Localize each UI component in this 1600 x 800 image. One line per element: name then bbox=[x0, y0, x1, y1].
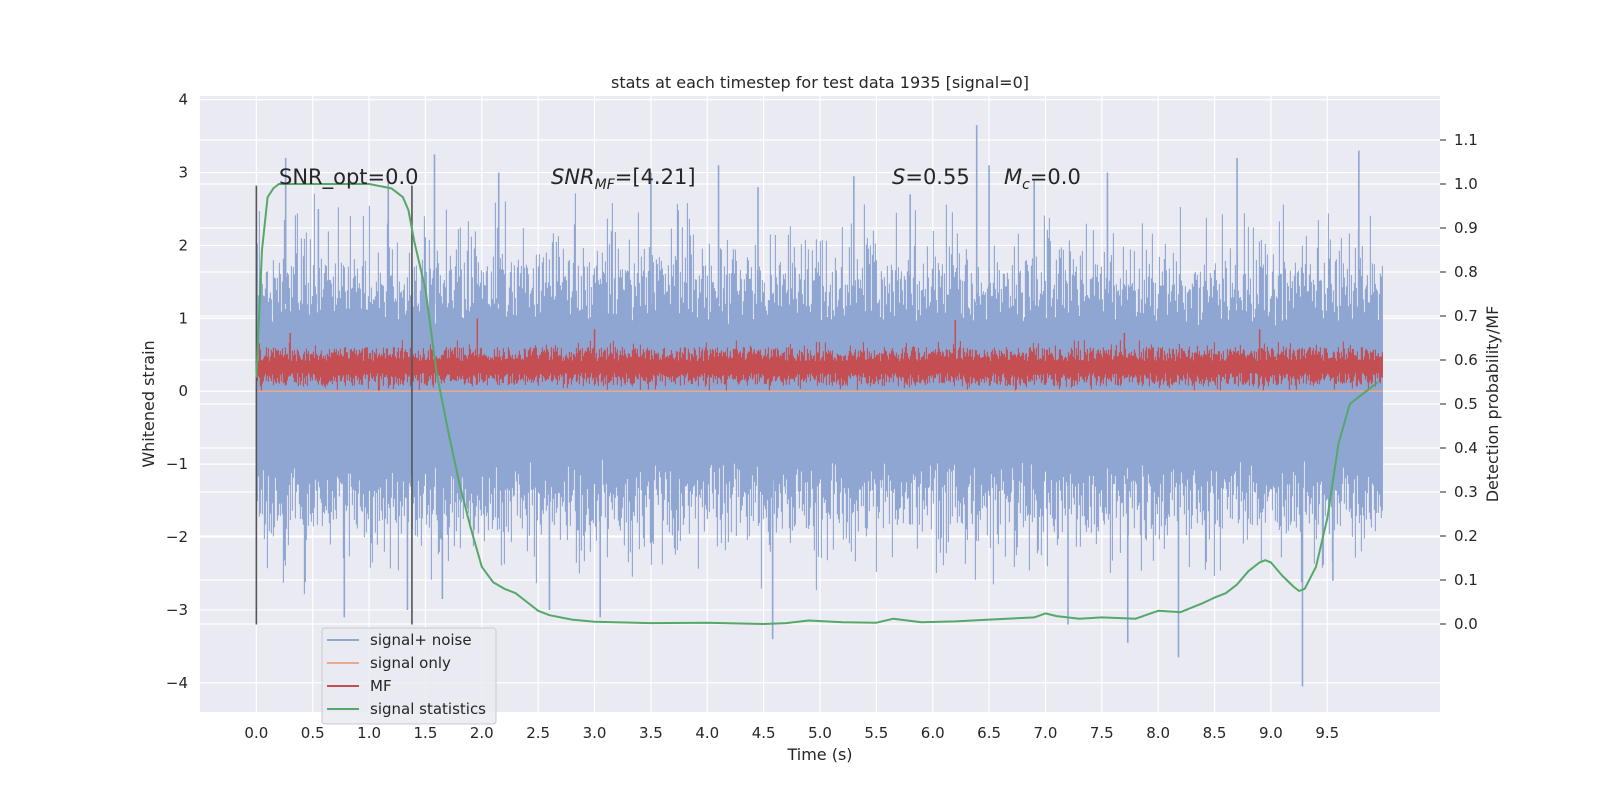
x-tick-label: 9.5 bbox=[1315, 724, 1339, 742]
y-right-tick-label: 0.0 bbox=[1454, 615, 1478, 633]
series-signal-noise bbox=[255, 125, 1383, 687]
y-left-tick-label: −1 bbox=[166, 455, 188, 473]
annotation-mc-value: =0.0 bbox=[1030, 165, 1081, 189]
x-tick-label: 7.0 bbox=[1034, 724, 1058, 742]
x-tick-label: 0.0 bbox=[244, 724, 268, 742]
legend: signal+ noise signal only MF signal stat… bbox=[321, 627, 497, 725]
y-right-tick-label: 0.2 bbox=[1454, 527, 1478, 545]
annotation-snr-opt: SNR_opt=0.0 bbox=[279, 165, 419, 190]
y-right-tick-label: 0.3 bbox=[1454, 483, 1478, 501]
y-right-tick-label: 1.1 bbox=[1454, 131, 1478, 149]
y-left-tick-label: −3 bbox=[166, 601, 188, 619]
annotation-mc: Mc=0.0 bbox=[1004, 165, 1081, 193]
annotation-snr-mf-symbol: SNR bbox=[551, 165, 595, 189]
x-tick-label: 5.5 bbox=[864, 724, 888, 742]
x-tick-label: 1.5 bbox=[414, 724, 438, 742]
y-left-tick-label: 2 bbox=[178, 236, 188, 254]
y-axis-right-label: Detection probability/MF bbox=[1483, 306, 1502, 503]
y-right-tick-label: 0.9 bbox=[1454, 219, 1478, 237]
tick-labels: 0.0 0.5 1.0 1.5 2.0 2.5 3.0 3.5 4.0 4.5 5.0 5.5 6.0 6… bbox=[166, 91, 1478, 742]
legend-label-signal-statistics: signal statistics bbox=[370, 700, 486, 718]
annotation-mc-subscript: c bbox=[1022, 177, 1030, 193]
annotation-s-value: =0.55 bbox=[905, 165, 969, 189]
x-tick-label: 3.5 bbox=[639, 724, 663, 742]
x-tick-label: 2.0 bbox=[470, 724, 494, 742]
x-tick-label: 8.0 bbox=[1146, 724, 1170, 742]
y-left-tick-label: −4 bbox=[166, 674, 188, 692]
x-tick-label: 4.5 bbox=[752, 724, 776, 742]
annotation-snr-mf-value: =[4.21] bbox=[615, 165, 696, 189]
y-right-tick-label: 0.6 bbox=[1454, 351, 1478, 369]
legend-box bbox=[321, 627, 497, 725]
series-layer bbox=[255, 125, 1383, 687]
legend-label-mf: MF bbox=[370, 677, 392, 695]
legend-label-signal-noise: signal+ noise bbox=[370, 631, 472, 649]
y-axis-left-label: Whitened strain bbox=[139, 340, 158, 467]
x-tick-label: 8.5 bbox=[1203, 724, 1227, 742]
y-right-tick-label: 0.5 bbox=[1454, 395, 1478, 413]
annotation-snr-mf: SNRMF=[4.21] bbox=[551, 165, 696, 193]
annotation-snr-mf-subscript: MF bbox=[595, 177, 616, 193]
y-left-tick-label: 0 bbox=[178, 382, 188, 400]
y-left-tick-label: 1 bbox=[178, 309, 188, 327]
y-left-tick-label: 4 bbox=[178, 91, 188, 109]
legend-label-signal-only: signal only bbox=[370, 654, 451, 672]
x-tick-label: 0.5 bbox=[301, 724, 325, 742]
y-right-tick-label: 0.4 bbox=[1454, 439, 1478, 457]
x-tick-label: 1.0 bbox=[357, 724, 381, 742]
y-right-tick-label: 0.8 bbox=[1454, 263, 1478, 281]
x-tick-label: 6.0 bbox=[921, 724, 945, 742]
x-tick-label: 5.0 bbox=[808, 724, 832, 742]
x-tick-label: 6.5 bbox=[977, 724, 1001, 742]
x-tick-label: 4.0 bbox=[695, 724, 719, 742]
y-right-tick-label: 0.1 bbox=[1454, 571, 1478, 589]
x-tick-label: 7.5 bbox=[1090, 724, 1114, 742]
y-right-tick-label: 0.7 bbox=[1454, 307, 1478, 325]
x-tick-label: 2.5 bbox=[526, 724, 550, 742]
x-axis-label: Time (s) bbox=[786, 745, 852, 764]
x-tick-label: 3.0 bbox=[583, 724, 607, 742]
annotation-s-symbol: S bbox=[892, 165, 905, 189]
y-left-tick-label: 3 bbox=[178, 164, 188, 182]
y-right-tick-label: 1.0 bbox=[1454, 175, 1478, 193]
x-tick-label: 9.0 bbox=[1259, 724, 1283, 742]
annotation-s: S=0.55 bbox=[892, 165, 970, 189]
signal-statistics-line bbox=[255, 183, 1379, 625]
y-left-tick-label: −2 bbox=[166, 528, 188, 546]
annotation-mc-symbol: M bbox=[1004, 165, 1022, 189]
chart-title: stats at each timestep for test data 193… bbox=[611, 73, 1029, 92]
